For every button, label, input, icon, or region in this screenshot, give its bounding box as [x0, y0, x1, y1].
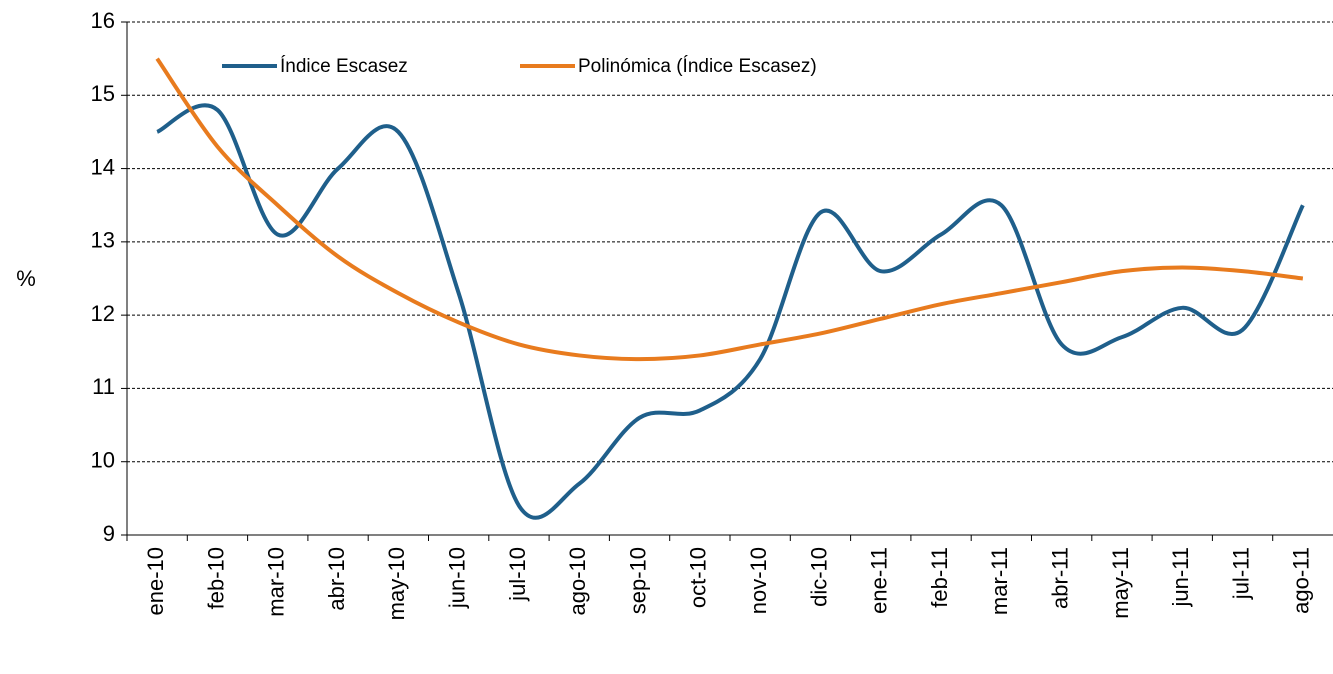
x-tick-label: feb-11 — [927, 547, 952, 608]
x-tick-label: jul-11 — [1228, 547, 1253, 600]
y-tick-label: 10 — [91, 448, 115, 473]
legend-label: Índice Escasez — [280, 56, 408, 77]
x-tick-label: abr-10 — [324, 547, 349, 611]
x-tick-label: abr-11 — [1047, 547, 1072, 609]
x-tick-label: ago-10 — [565, 547, 590, 616]
series-line — [155, 57, 1304, 362]
x-tick-label: may-11 — [1108, 547, 1133, 619]
x-tick-label: mar-11 — [987, 547, 1012, 615]
y-tick-label: 14 — [91, 154, 115, 179]
x-tick-label: dic-10 — [806, 547, 831, 607]
x-tick-label: mar-10 — [264, 547, 289, 617]
y-tick-label: 15 — [91, 81, 115, 106]
y-tick-label: 16 — [91, 8, 115, 33]
x-tick-label: jul-10 — [505, 547, 530, 602]
x-tick-label: sep-10 — [625, 547, 650, 614]
y-tick-label: 11 — [92, 374, 115, 399]
y-tick-label: 9 — [103, 521, 115, 546]
y-axis-label: % — [16, 266, 36, 291]
series-line — [156, 103, 1305, 520]
x-tick-label: ene-10 — [143, 547, 168, 616]
x-tick-label: may-10 — [384, 547, 409, 620]
y-tick-label: 13 — [91, 228, 115, 253]
y-tick-label: 12 — [91, 301, 115, 326]
x-tick-label: feb-10 — [203, 547, 228, 609]
x-tick-label: jun-11 — [1168, 547, 1193, 608]
x-tick-label: ene-11 — [867, 547, 892, 614]
legend-label: Polinómica (Índice Escasez) — [578, 56, 817, 77]
x-tick-label: ago-11 — [1289, 547, 1314, 614]
x-tick-label: nov-10 — [746, 547, 771, 614]
x-tick-label: oct-10 — [686, 547, 711, 608]
x-tick-label: jun-10 — [444, 547, 469, 609]
